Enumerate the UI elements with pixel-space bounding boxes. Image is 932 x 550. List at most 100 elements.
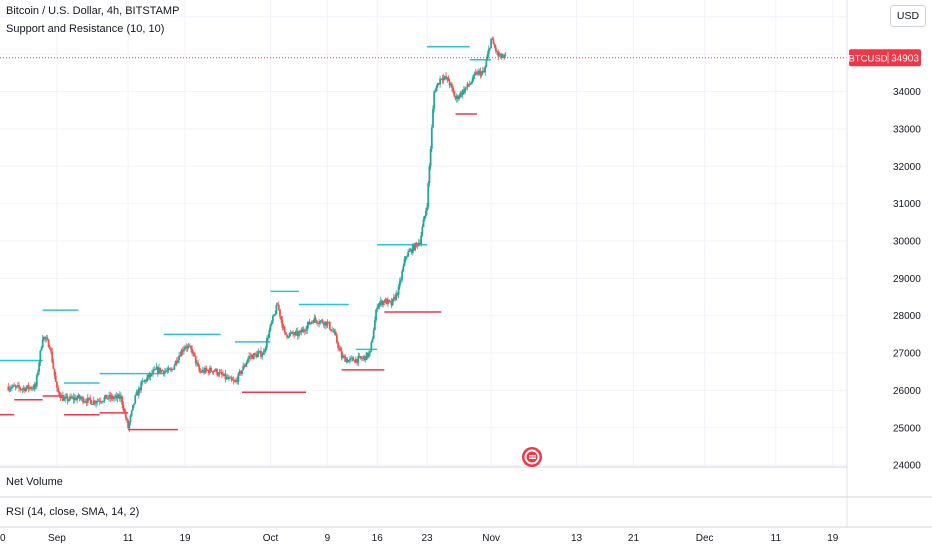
candle-body xyxy=(267,337,269,339)
candle-body xyxy=(273,314,275,317)
candle-body xyxy=(111,395,114,399)
candle-body xyxy=(228,377,230,379)
candle-body xyxy=(61,395,64,401)
candle-body xyxy=(445,76,447,79)
candle-body xyxy=(146,377,148,382)
candle-body xyxy=(20,389,23,391)
candle-body xyxy=(382,301,385,306)
candle-body xyxy=(242,365,245,371)
candle-body xyxy=(314,317,317,321)
candle-body xyxy=(174,360,177,366)
candle-body xyxy=(239,371,242,375)
candle-body xyxy=(411,245,414,253)
candle-body xyxy=(140,382,143,391)
candle-body xyxy=(352,357,355,361)
candle-body xyxy=(502,56,504,58)
candle-body xyxy=(188,346,191,347)
candle-body xyxy=(432,108,434,128)
candle-body xyxy=(453,91,456,97)
candle-body xyxy=(477,71,479,75)
candle-body xyxy=(340,350,343,358)
candle-body xyxy=(359,356,362,359)
indicator-title[interactable]: Support and Resistance (10, 10) xyxy=(6,23,165,35)
candle-body xyxy=(103,397,106,402)
candle-body xyxy=(48,347,51,349)
candle-body xyxy=(130,410,133,416)
symbol-title[interactable]: Bitcoin / U.S. Dollar, 4h, BITSTAMP xyxy=(6,5,180,17)
candle-body xyxy=(152,370,154,375)
candle-body xyxy=(486,54,489,61)
candle-body xyxy=(493,44,496,48)
candle-body xyxy=(368,352,370,357)
candle-body xyxy=(72,397,75,400)
candle-body xyxy=(385,299,388,305)
candle-body xyxy=(232,380,235,382)
x-tick-label: 23 xyxy=(421,533,433,544)
candle-body xyxy=(128,422,131,429)
x-tick-label: 16 xyxy=(372,533,384,544)
candle-body xyxy=(300,330,303,333)
candle-body xyxy=(226,376,229,379)
candle-body xyxy=(439,78,442,85)
candle-body xyxy=(191,348,194,354)
candle-body xyxy=(50,348,52,352)
candle-body xyxy=(467,83,470,86)
x-tick-label: Sep xyxy=(48,533,66,544)
candle-body xyxy=(384,299,387,303)
candle-body xyxy=(27,385,30,389)
candle-body xyxy=(77,394,80,399)
candle-body xyxy=(320,320,323,322)
candle-body xyxy=(109,395,112,399)
candle-body xyxy=(204,368,207,373)
candle-body xyxy=(160,370,163,373)
candle-body xyxy=(175,360,178,363)
candle-body xyxy=(54,375,57,383)
candle-body xyxy=(76,398,79,401)
candle-body xyxy=(10,387,13,389)
candle-body xyxy=(127,420,130,429)
candle-body xyxy=(326,321,329,326)
candle-body xyxy=(263,351,266,353)
candle-body xyxy=(353,360,356,363)
candle-body xyxy=(455,95,458,100)
candle-body xyxy=(298,332,300,337)
candle-body xyxy=(66,396,69,401)
candle-body xyxy=(19,387,22,390)
candle-body xyxy=(413,245,415,251)
candle-body xyxy=(63,398,65,401)
candle-body xyxy=(436,82,439,87)
candle-body xyxy=(168,368,171,370)
y-tick-label: 34000 xyxy=(893,87,921,98)
candle-body xyxy=(307,321,310,326)
candle-body xyxy=(187,346,190,348)
y-tick-label: 24000 xyxy=(893,461,921,472)
events-icon[interactable] xyxy=(522,447,542,467)
candle-body xyxy=(122,404,125,411)
candle-body xyxy=(99,401,102,403)
candle-body xyxy=(85,401,88,403)
net-volume-label[interactable]: Net Volume xyxy=(6,476,63,488)
candle-body xyxy=(117,394,120,399)
price-tag: BTCUSD 34903 xyxy=(848,49,921,67)
candle-body xyxy=(154,369,157,371)
candle-body xyxy=(222,374,224,376)
candle-body xyxy=(328,322,331,330)
candle-body xyxy=(261,354,264,357)
candle-body xyxy=(416,243,419,246)
candle-body xyxy=(363,356,366,359)
candle-body xyxy=(171,368,173,371)
candle-body xyxy=(315,320,318,323)
candle-body xyxy=(7,386,10,391)
candle-body xyxy=(396,292,399,295)
candle-body xyxy=(354,359,357,363)
candle-body xyxy=(145,379,147,382)
candle-body xyxy=(283,326,286,333)
currency-button[interactable]: USD xyxy=(890,5,926,27)
candle-body xyxy=(217,374,220,376)
candle-body xyxy=(365,352,368,361)
candle-body xyxy=(16,385,19,387)
rsi-label[interactable]: RSI (14, close, SMA, 14, 2) xyxy=(6,506,140,518)
candle-body xyxy=(250,355,253,357)
candle-body xyxy=(260,350,262,357)
